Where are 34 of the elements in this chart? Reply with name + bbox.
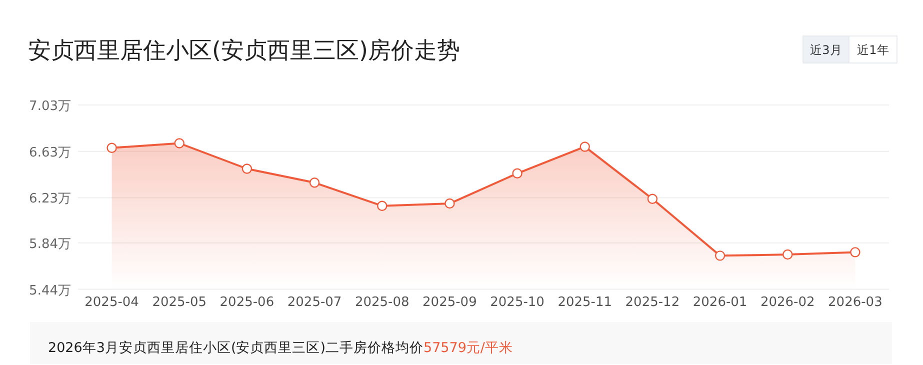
x-tick-label: 2025-12 — [625, 295, 680, 310]
x-tick-label: 2025-07 — [287, 295, 342, 310]
x-tick-label: 2025-04 — [84, 295, 139, 310]
text: 近1年 — [857, 43, 889, 57]
text: 近3月 — [810, 43, 842, 57]
y-tick-label: 7.03万 — [29, 99, 71, 114]
chart-title: 安贞西里居住小区(安贞西里三区)房价走势 — [28, 38, 460, 64]
point — [309, 178, 320, 188]
x-tick-label: 2025-10 — [490, 295, 544, 310]
x-tick-label: 2025-08 — [354, 295, 410, 310]
point — [782, 249, 793, 260]
y-tick-label: 6.23万 — [29, 192, 71, 207]
point — [512, 168, 522, 178]
x-tick-label: 2026-03 — [828, 295, 882, 310]
point — [377, 200, 388, 211]
y-tick-label: 5.84万 — [29, 236, 71, 252]
x-tick-label: 2026-01 — [692, 295, 748, 310]
text: 57579元/平米 — [423, 340, 513, 356]
point — [580, 142, 590, 152]
x-tick-label: 2025-06 — [220, 295, 274, 310]
point — [242, 164, 252, 174]
point — [444, 198, 455, 209]
x-tick-label: 2025-09 — [422, 295, 477, 310]
point — [714, 250, 726, 261]
text: 2026年3月安贞西里居住小区(安贞西里三区)二手房价格均价 — [48, 340, 424, 356]
x-tick-label: 2026-02 — [760, 295, 815, 310]
x-tick-label: 2025-11 — [558, 295, 612, 310]
y-tick-label: 6.63万 — [29, 145, 71, 160]
y-tick-label: 5.44万 — [29, 283, 71, 298]
point — [647, 194, 658, 204]
x-tick-label: 2025-05 — [152, 295, 207, 310]
point — [106, 142, 117, 153]
point — [174, 138, 184, 148]
point — [850, 247, 860, 258]
